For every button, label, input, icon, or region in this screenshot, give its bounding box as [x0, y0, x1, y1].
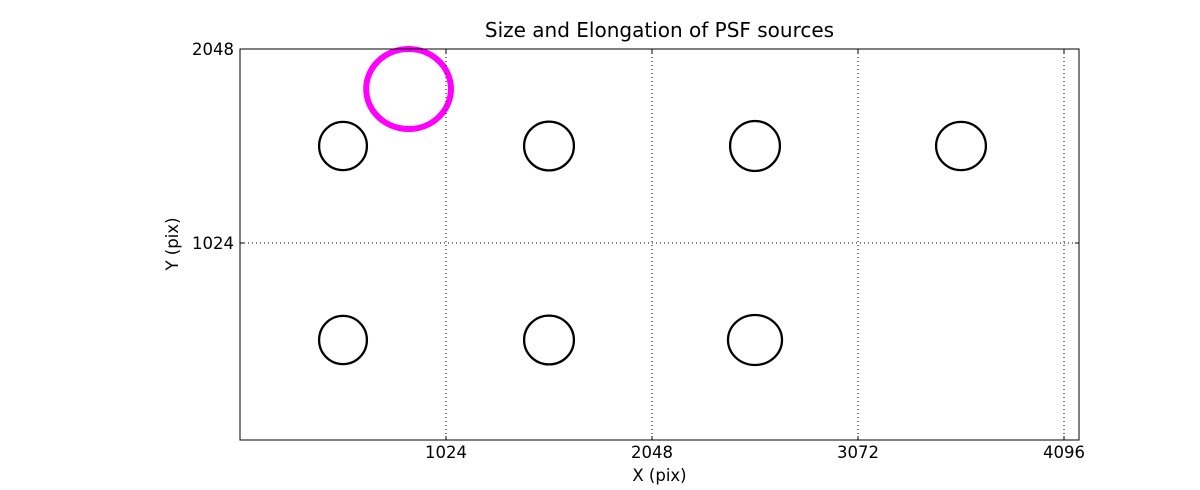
x-tick-label: 2048	[631, 443, 673, 462]
psf-source	[317, 120, 369, 172]
psf-source	[522, 120, 576, 172]
y-axis-label: Y (pix)	[163, 217, 182, 271]
x-tick-label: 3072	[837, 443, 879, 462]
plot-title: Size and Elongation of PSF sources	[485, 18, 834, 42]
y-tick-label: 1024	[192, 234, 234, 253]
y-tick-label: 2048	[192, 40, 234, 59]
x-tick-label: 4096	[1043, 443, 1085, 462]
psf-source	[726, 313, 784, 367]
psf-source	[317, 314, 369, 366]
psf-source	[728, 119, 782, 173]
psf-source	[522, 314, 576, 366]
x-axis-label: X (pix)	[632, 466, 686, 485]
psf-source-highlighted	[363, 45, 454, 132]
plot-frame	[239, 48, 1080, 441]
psf-source	[934, 120, 988, 172]
x-tick-label: 1024	[425, 443, 467, 462]
tick-layer	[240, 48, 1079, 440]
tick-label-layer: 1024 2048 3072 4096 1024 2048	[192, 40, 1085, 462]
grid-layer	[240, 48, 1079, 440]
